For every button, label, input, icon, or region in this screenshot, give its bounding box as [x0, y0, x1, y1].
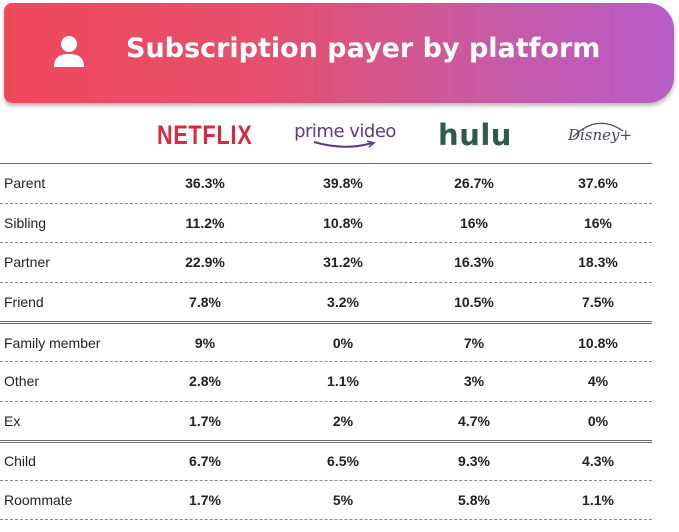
table-cell: 16.3%: [454, 254, 494, 271]
table-cell: 4.3%: [582, 453, 614, 470]
disney-arc-icon: [572, 122, 624, 138]
table-cell: 3.2%: [327, 294, 359, 311]
table-cell: 2%: [332, 412, 354, 429]
table-row: Family member 9% 0% 7% 10.8%: [0, 321, 652, 361]
smile-arrow-icon: [313, 139, 376, 148]
table-cell: 0%: [587, 412, 609, 429]
title-banner: Subscription payer by platform: [4, 3, 674, 103]
payer-table: Parent 36.3% 39.8% 26.7% 37.6% Sibling 11.2% 10…: [0, 163, 652, 521]
table-cell: 39.8%: [323, 175, 363, 192]
table-cell: 7.8%: [189, 294, 221, 311]
row-label: Other: [4, 373, 40, 390]
table-cell: 9%: [194, 334, 216, 351]
table-row: Sibling 11.2% 10.8% 16% 16%: [0, 202, 652, 243]
table-cell: 31.2%: [323, 254, 363, 271]
table-cell: 1.7%: [189, 492, 221, 509]
row-label: Sibling: [4, 214, 47, 231]
page-title: Subscription payer by platform: [126, 33, 601, 64]
table-cell: 7.5%: [582, 294, 614, 311]
table-cell: 1.1%: [327, 373, 359, 390]
row-label: Family member: [4, 334, 101, 351]
table-cell: 6.5%: [327, 453, 359, 470]
table-cell: 4%: [587, 373, 609, 390]
row-label: Partner: [4, 254, 50, 271]
table-cell: 1.7%: [189, 412, 221, 429]
table-cell: 10.8%: [323, 214, 363, 231]
table-cell: 4.7%: [458, 412, 490, 429]
table-cell: 6.7%: [189, 453, 221, 470]
table-cell: 11.2%: [185, 214, 225, 231]
table-cell: 0%: [332, 334, 354, 351]
table-cell: 3%: [463, 373, 485, 390]
table-cell: 5.8%: [458, 492, 490, 509]
table-cell: 36.3%: [185, 175, 225, 192]
row-label: Friend: [4, 294, 44, 311]
table-cell: 1.1%: [582, 492, 614, 509]
table-cell: 37.6%: [578, 175, 618, 192]
row-label: Parent: [4, 175, 46, 192]
table-bottom-rule: [0, 519, 652, 521]
table-cell: 10.8%: [578, 334, 618, 351]
row-label: Roommate: [4, 492, 73, 509]
table-cell: 7%: [463, 334, 485, 351]
hulu-logo-text: hulu: [438, 118, 512, 152]
disney-plus-logo-text: Disney+: [567, 126, 633, 144]
table-cell: 5%: [332, 492, 354, 509]
netflix-logo-text: NETFLIX: [157, 119, 253, 150]
table-row: Friend 7.8% 3.2% 10.5% 7.5%: [0, 281, 652, 322]
netflix-logo: NETFLIX: [150, 110, 260, 160]
table-cell: 16%: [583, 214, 613, 231]
table-cell: 2.8%: [189, 373, 221, 390]
table-row: Child 6.7% 6.5% 9.3% 4.3%: [0, 440, 652, 480]
table-cell: 9.3%: [458, 453, 490, 470]
prime-video-logo-text: prime video: [294, 120, 396, 142]
table-row: Partner 22.9% 31.2% 16.3% 18.3%: [0, 242, 652, 282]
table-row: Roommate 1.7% 5% 5.8% 1.1%: [0, 479, 652, 520]
table-cell: 10.5%: [454, 294, 494, 311]
hulu-logo: hulu: [420, 110, 530, 160]
table-cell: 18.3%: [578, 254, 618, 271]
prime-video-logo: prime video: [286, 110, 404, 160]
disney-plus-logo: Disney+: [555, 110, 645, 160]
table-row: Parent 36.3% 39.8% 26.7% 37.6%: [0, 163, 652, 203]
row-label: Ex: [4, 412, 21, 429]
user-icon: [54, 36, 84, 67]
table-cell: 22.9%: [185, 254, 225, 271]
table-cell: 26.7%: [454, 175, 494, 192]
table-row: Other 2.8% 1.1% 3% 4%: [0, 360, 652, 401]
table-row: Ex 1.7% 2% 4.7% 0%: [0, 400, 652, 441]
table-cell: 16%: [459, 214, 489, 231]
row-label: Child: [4, 453, 36, 470]
